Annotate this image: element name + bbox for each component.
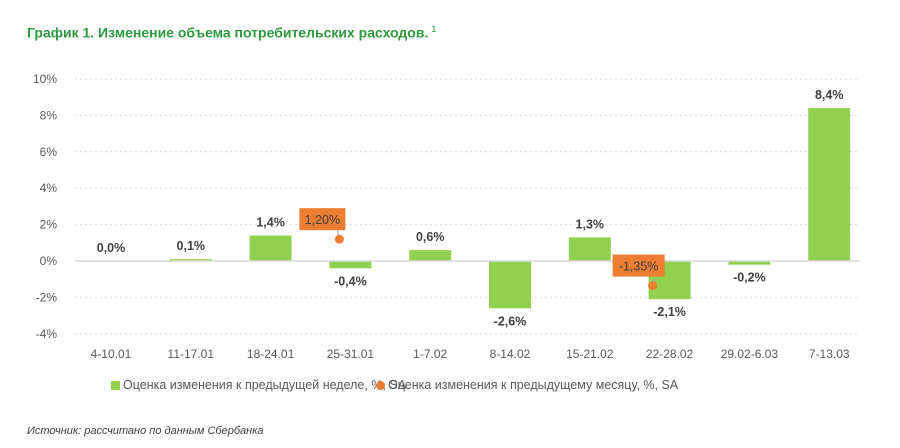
x-tick-label: 11-17.01 — [168, 347, 215, 361]
data-label: 0,0% — [97, 241, 126, 255]
data-label: -2,1% — [653, 305, 686, 319]
bar — [489, 261, 531, 309]
bar — [329, 261, 372, 269]
source-note: Источник: рассчитано по данным Сбербанка — [27, 425, 264, 437]
data-label: 1,3% — [576, 217, 605, 231]
bar — [728, 261, 771, 265]
bar — [249, 235, 292, 261]
data-label: -2,6% — [494, 314, 527, 328]
y-tick-label: 0% — [40, 254, 58, 268]
x-tick-label: 7-13.03 — [809, 347, 850, 361]
y-tick-label: -4% — [36, 327, 58, 341]
data-label: -0,4% — [334, 274, 367, 288]
x-tick-label: 8-14.02 — [490, 347, 531, 361]
point-label: 1,20% — [305, 213, 340, 227]
y-tick-label: 4% — [40, 181, 58, 195]
chart-title: График 1. Изменение объема потребительск… — [27, 24, 436, 41]
bar — [808, 108, 851, 262]
x-tick-label: 18-24.01 — [247, 347, 295, 361]
legend-item-weekly: Оценка изменения к предыдущей неделе, %,… — [111, 378, 406, 392]
y-tick-label: 2% — [40, 218, 58, 232]
x-tick-label: 29.02-6.03 — [721, 347, 779, 361]
title-footnote: 1 — [431, 24, 437, 34]
data-label: 0,6% — [416, 230, 445, 244]
point-label-box — [299, 208, 346, 231]
y-tick-label: 8% — [40, 108, 58, 122]
y-tick-label: 10% — [33, 72, 57, 86]
chart-title-text: График 1. Изменение объема потребительск… — [27, 24, 429, 41]
x-tick-label: 15-21.02 — [566, 347, 614, 361]
bar — [169, 259, 212, 261]
legend-label-weekly: Оценка изменения к предыдущей неделе, %,… — [123, 378, 407, 392]
x-tick-label: 1-7.02 — [413, 347, 447, 361]
x-tick-label: 22-28.02 — [646, 347, 694, 361]
data-point — [334, 234, 344, 244]
data-label: 1,4% — [256, 216, 285, 230]
point-label: -1,35% — [619, 260, 659, 274]
legend-square-icon — [111, 380, 120, 390]
bar — [409, 250, 452, 261]
legend-label-monthly: Оценка изменения к предыдущему месяцу, %… — [388, 378, 679, 392]
data-label: 0,1% — [177, 239, 206, 253]
legend-dot-icon — [376, 380, 385, 390]
data-label: 8,4% — [815, 88, 844, 102]
x-tick-label: 25-31.01 — [327, 347, 375, 361]
bar — [568, 237, 611, 261]
legend-item-monthly: Оценка изменения к предыдущему месяцу, %… — [376, 378, 678, 392]
x-tick-label: 4-10.01 — [91, 347, 132, 361]
y-tick-label: -2% — [36, 290, 58, 304]
point-label-box — [612, 254, 665, 277]
y-tick-label: 6% — [40, 145, 58, 159]
data-label: -0,2% — [733, 271, 766, 285]
data-point — [648, 281, 658, 291]
